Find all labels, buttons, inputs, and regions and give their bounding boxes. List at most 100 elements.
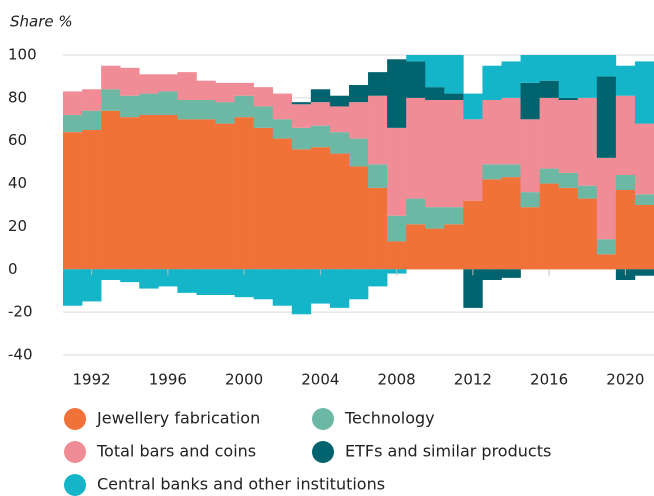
bar-segment — [501, 97, 521, 165]
bar-segment — [215, 123, 235, 270]
bar-segment — [634, 123, 654, 195]
bar-segment — [272, 119, 293, 139]
bar-segment — [272, 269, 293, 306]
bar-segment — [82, 110, 102, 130]
bar-segment — [82, 130, 102, 270]
x-tick-label: 1992 — [73, 371, 111, 389]
bar-segment — [177, 269, 197, 293]
bar-segment — [501, 164, 521, 178]
bar-segment — [348, 138, 369, 167]
bar-segment — [444, 100, 464, 208]
bar-segment — [291, 127, 312, 150]
bar-segment — [272, 138, 293, 270]
y-axis-label: Share % — [10, 13, 73, 31]
bar-segment — [253, 269, 274, 300]
bar-segment — [482, 100, 502, 165]
bar-segment — [387, 59, 407, 128]
bar-segment — [291, 269, 312, 315]
bar-segment — [158, 115, 178, 270]
bar-segment — [482, 179, 502, 270]
x-tick-label: 2016 — [530, 371, 568, 389]
bar-segment — [406, 61, 426, 98]
bar-segment — [329, 132, 350, 154]
bar-segment — [501, 269, 521, 278]
bar-segment — [348, 85, 369, 103]
bar-segment — [139, 115, 159, 270]
bar-segment — [596, 76, 617, 158]
bar-segment — [634, 61, 654, 124]
legend-swatch — [64, 441, 86, 463]
bar-segment — [482, 65, 502, 100]
bar-segment — [463, 200, 483, 270]
bar-segment — [234, 269, 254, 298]
bar-segment — [615, 65, 636, 96]
bar-segment — [329, 153, 350, 270]
y-tick-label: -20 — [8, 303, 33, 321]
bar-segment — [101, 65, 121, 90]
bar-segment — [368, 164, 388, 188]
bar-segment — [234, 95, 254, 118]
bar-segment — [120, 269, 140, 283]
bar-segment — [425, 207, 445, 229]
bar-segment — [387, 127, 407, 216]
bar-segment — [348, 166, 369, 270]
bar-segment — [196, 80, 216, 100]
bar-segment — [63, 132, 83, 270]
y-tick-label: 20 — [8, 217, 27, 235]
bar-segment — [63, 91, 83, 115]
bar-segment — [615, 95, 636, 175]
bar-segment — [291, 149, 312, 270]
x-tick-label: 2008 — [378, 371, 416, 389]
bar-segment — [310, 125, 331, 148]
bar-segment — [577, 198, 598, 270]
y-tick-label: 60 — [8, 131, 27, 149]
bar-segment — [215, 269, 235, 295]
bar-segment — [539, 168, 559, 184]
bar-segment — [177, 119, 197, 270]
bar-segment — [406, 224, 426, 270]
bar-segment — [634, 194, 654, 205]
bar-segment — [329, 95, 350, 107]
bar-segment — [234, 117, 254, 270]
bar-segment — [387, 241, 407, 270]
x-tick-label: 2004 — [301, 371, 339, 389]
bar-segment — [177, 100, 197, 120]
bar-segment — [558, 172, 579, 188]
bar-segment — [272, 93, 293, 120]
bar-segment — [387, 215, 407, 242]
y-tick-label: -40 — [8, 346, 33, 364]
legend-label: Jewellery fabrication — [96, 409, 260, 428]
legend-swatch — [312, 441, 334, 463]
legend-swatch — [64, 474, 86, 496]
bar-segment — [577, 97, 598, 186]
bar-segment — [444, 207, 464, 225]
legend-label: Total bars and coins — [96, 442, 256, 461]
bar-segment — [196, 119, 216, 270]
bar-segment — [406, 55, 426, 62]
bar-segment — [196, 269, 216, 295]
bar-segment — [482, 164, 502, 180]
bar-segment — [501, 177, 521, 270]
bar-segment — [291, 102, 312, 105]
bar-segment — [63, 115, 83, 133]
bar-segment — [82, 269, 102, 302]
bar-segment — [120, 117, 140, 270]
bar-segment — [158, 74, 178, 92]
bar-segment — [253, 127, 274, 270]
bar-segment — [368, 269, 388, 287]
y-tick-label: 40 — [8, 174, 27, 192]
bar-segment — [558, 97, 579, 100]
bar-segment — [406, 198, 426, 225]
bar-segment — [615, 175, 636, 190]
y-tick-label: 100 — [8, 46, 37, 64]
bar-segment — [253, 106, 274, 128]
bar-segment — [406, 97, 426, 199]
bar-segment — [539, 97, 559, 169]
bar-segment — [196, 100, 216, 120]
bar-segment — [463, 119, 483, 201]
bar-segment — [425, 55, 445, 88]
bar-segment — [520, 82, 540, 120]
bar-segment — [634, 205, 654, 270]
bar-segment — [482, 269, 502, 280]
